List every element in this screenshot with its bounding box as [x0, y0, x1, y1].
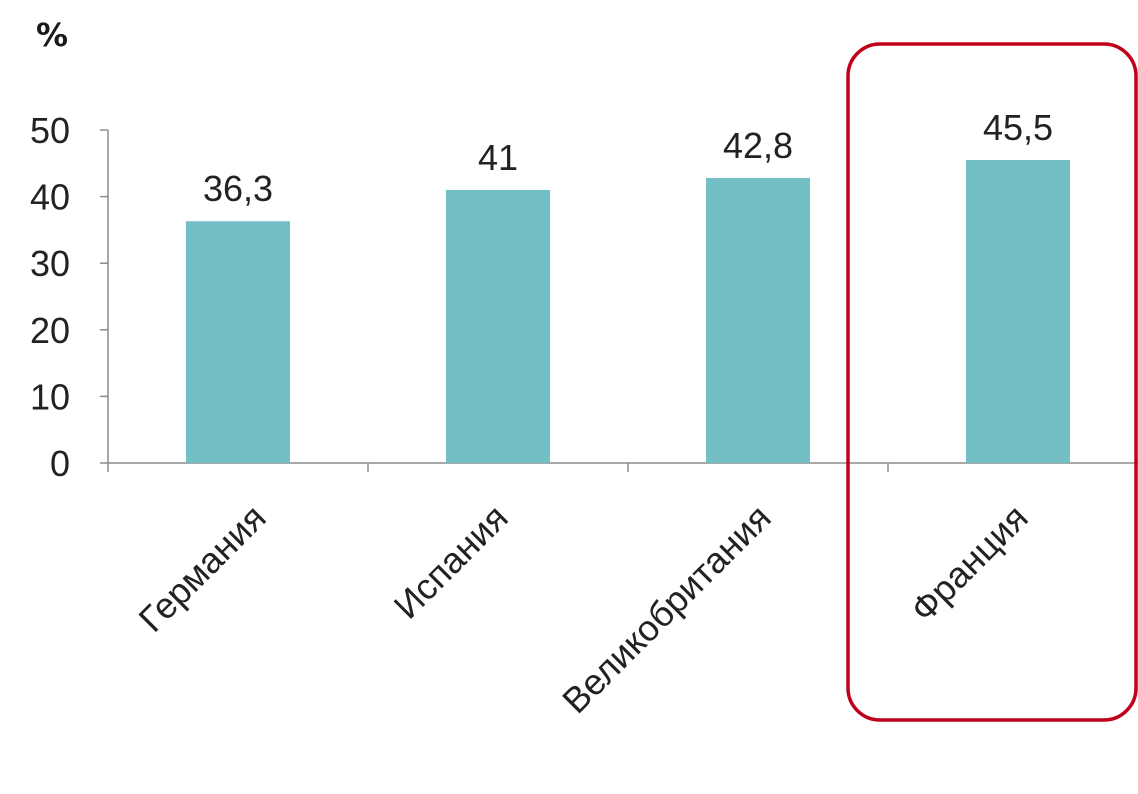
category-label: Испания	[386, 497, 516, 627]
y-tick-label: 10	[30, 376, 70, 417]
category-label: Франция	[902, 497, 1035, 630]
y-tick-label: 30	[30, 243, 70, 284]
bar	[446, 189, 550, 463]
y-tick-label: 40	[30, 177, 70, 218]
y-tick-label: 50	[30, 110, 70, 151]
category-label: Германия	[131, 497, 274, 640]
y-tick-label: 20	[30, 310, 70, 351]
bar-value-label: 45,5	[983, 107, 1053, 148]
x-axis	[107, 462, 1138, 472]
y-axis: 0 10 20 30 40 50	[30, 110, 109, 484]
bar	[966, 159, 1070, 463]
value-labels: 36,3 41 42,8 45,5	[203, 107, 1053, 209]
highlight-box	[846, 42, 1138, 722]
bar-series	[186, 159, 1070, 463]
category-label: Великобритания	[554, 497, 778, 721]
y-unit-label: %	[36, 16, 68, 54]
bar-value-label: 42,8	[723, 125, 793, 166]
bar	[186, 221, 290, 463]
bar-value-label: 36,3	[203, 168, 273, 209]
bar	[706, 177, 810, 463]
y-tick-label: 0	[50, 443, 70, 484]
highlight-frame	[846, 42, 1138, 722]
category-labels: Германия Испания Великобритания Франция	[131, 497, 1036, 721]
bar-value-label: 41	[478, 137, 518, 178]
